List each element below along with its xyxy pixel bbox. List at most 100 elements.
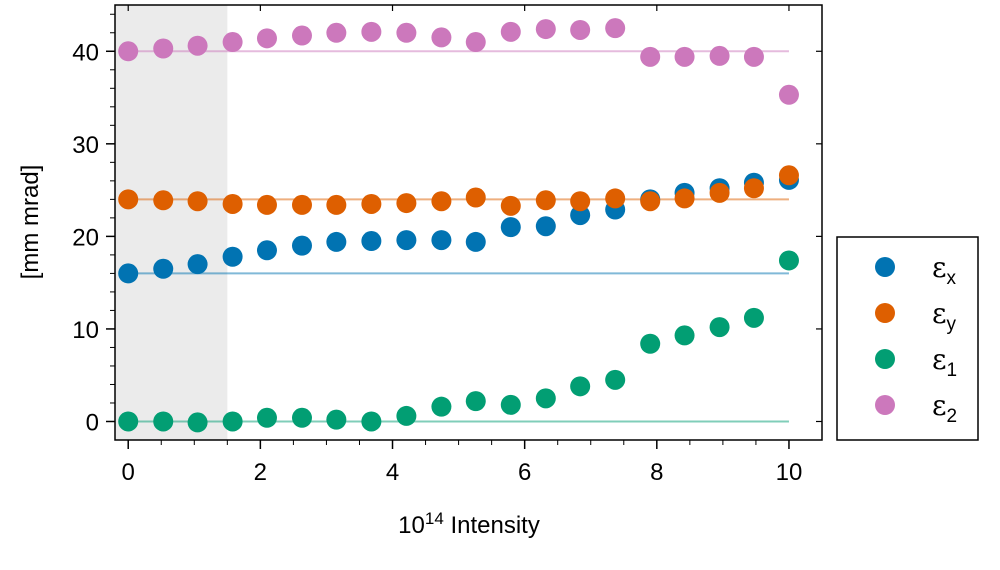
data-point-x bbox=[361, 231, 382, 252]
data-point-y bbox=[500, 195, 521, 216]
data-point-1 bbox=[153, 411, 174, 432]
data-point-y bbox=[361, 193, 382, 214]
data-point-1 bbox=[222, 411, 243, 432]
data-point-x bbox=[465, 231, 486, 252]
legend-subscript: 1 bbox=[947, 360, 958, 381]
data-point-y bbox=[465, 187, 486, 208]
x-axis-label-base: 10 bbox=[398, 512, 425, 539]
data-point-1 bbox=[500, 394, 521, 415]
data-point-1 bbox=[326, 409, 347, 430]
data-point-x bbox=[396, 230, 417, 251]
data-point-2 bbox=[326, 22, 347, 43]
data-point-y bbox=[778, 165, 799, 186]
x-tick-label: 10 bbox=[776, 459, 803, 486]
x-tick-label: 6 bbox=[518, 459, 531, 486]
data-point-1 bbox=[396, 405, 417, 426]
data-point-y bbox=[118, 189, 139, 210]
data-point-1 bbox=[535, 388, 556, 409]
data-point-y bbox=[431, 191, 452, 212]
data-point-1 bbox=[118, 411, 139, 432]
data-point-x bbox=[326, 231, 347, 252]
data-point-2 bbox=[187, 35, 208, 56]
data-point-2 bbox=[153, 38, 174, 59]
data-point-2 bbox=[222, 32, 243, 53]
shaded-region bbox=[115, 5, 228, 440]
y-axis-label: [mm mrad] bbox=[17, 165, 44, 280]
data-point-1 bbox=[570, 376, 591, 397]
data-point-y bbox=[743, 178, 764, 199]
data-point-y bbox=[291, 194, 312, 215]
y-tick-label: 20 bbox=[72, 224, 99, 251]
data-point-1 bbox=[291, 407, 312, 428]
data-point-2 bbox=[778, 84, 799, 105]
data-point-x bbox=[570, 205, 591, 226]
data-point-1 bbox=[605, 369, 626, 390]
data-point-2 bbox=[431, 27, 452, 48]
legend-subscript: x bbox=[947, 268, 957, 289]
data-point-2 bbox=[256, 28, 277, 49]
legend-marker-2 bbox=[875, 395, 895, 415]
data-point-x bbox=[187, 254, 208, 275]
x-axis-label-exponent: 14 bbox=[425, 509, 444, 528]
y-tick-label: 40 bbox=[72, 39, 99, 66]
data-point-x bbox=[118, 263, 139, 284]
data-point-y bbox=[709, 182, 730, 203]
data-point-1 bbox=[187, 412, 208, 433]
legend-subscript: y bbox=[947, 314, 957, 335]
legend-marker-x bbox=[875, 257, 895, 277]
y-tick-label: 0 bbox=[86, 409, 99, 436]
data-point-2 bbox=[396, 22, 417, 43]
data-point-y bbox=[153, 190, 174, 211]
data-point-y bbox=[535, 190, 556, 211]
data-points-layer bbox=[118, 18, 799, 433]
data-point-1 bbox=[709, 317, 730, 338]
data-point-2 bbox=[605, 18, 626, 39]
legend-label-2: ε2 bbox=[932, 389, 957, 427]
x-tick-label: 2 bbox=[254, 459, 267, 486]
shaded-region-layer bbox=[115, 5, 228, 440]
data-point-x bbox=[222, 246, 243, 267]
data-point-1 bbox=[256, 407, 277, 428]
data-point-2 bbox=[640, 46, 661, 67]
x-tick-label: 8 bbox=[650, 459, 663, 486]
data-point-y bbox=[640, 191, 661, 212]
data-point-1 bbox=[743, 307, 764, 328]
data-point-2 bbox=[535, 19, 556, 40]
legend-label-x: εx bbox=[932, 251, 957, 289]
data-point-2 bbox=[709, 45, 730, 66]
data-point-1 bbox=[361, 411, 382, 432]
legend-box bbox=[836, 236, 979, 441]
data-point-x bbox=[291, 235, 312, 256]
plot-frame bbox=[114, 4, 823, 441]
data-point-y bbox=[326, 194, 347, 215]
data-point-x bbox=[431, 230, 452, 251]
data-point-x bbox=[535, 216, 556, 237]
data-point-y bbox=[605, 188, 626, 209]
data-point-1 bbox=[674, 325, 695, 346]
data-point-x bbox=[153, 258, 174, 279]
y-tick-label: 30 bbox=[72, 132, 99, 159]
data-point-y bbox=[674, 188, 695, 209]
legend-symbol: ε bbox=[932, 389, 947, 422]
data-point-1 bbox=[778, 250, 799, 271]
legend-symbol: ε bbox=[932, 297, 947, 330]
y-tick-label: 10 bbox=[72, 317, 99, 344]
data-point-1 bbox=[465, 391, 486, 412]
data-point-2 bbox=[291, 25, 312, 46]
x-axis-label: 1014 Intensity bbox=[398, 509, 540, 539]
x-tick-label: 4 bbox=[386, 459, 399, 486]
legend-label-1: ε1 bbox=[932, 343, 957, 381]
legend-symbol: ε bbox=[932, 343, 947, 376]
x-axis-label-text: Intensity bbox=[444, 512, 540, 539]
legend-marker-y bbox=[875, 303, 895, 323]
legend-subscript: 2 bbox=[947, 406, 958, 427]
data-point-x bbox=[500, 217, 521, 238]
x-tick-label: 0 bbox=[122, 459, 135, 486]
legend-label-y: εy bbox=[932, 297, 957, 335]
data-point-2 bbox=[361, 21, 382, 42]
data-point-2 bbox=[570, 19, 591, 40]
data-point-2 bbox=[500, 21, 521, 42]
data-point-y bbox=[570, 191, 591, 212]
